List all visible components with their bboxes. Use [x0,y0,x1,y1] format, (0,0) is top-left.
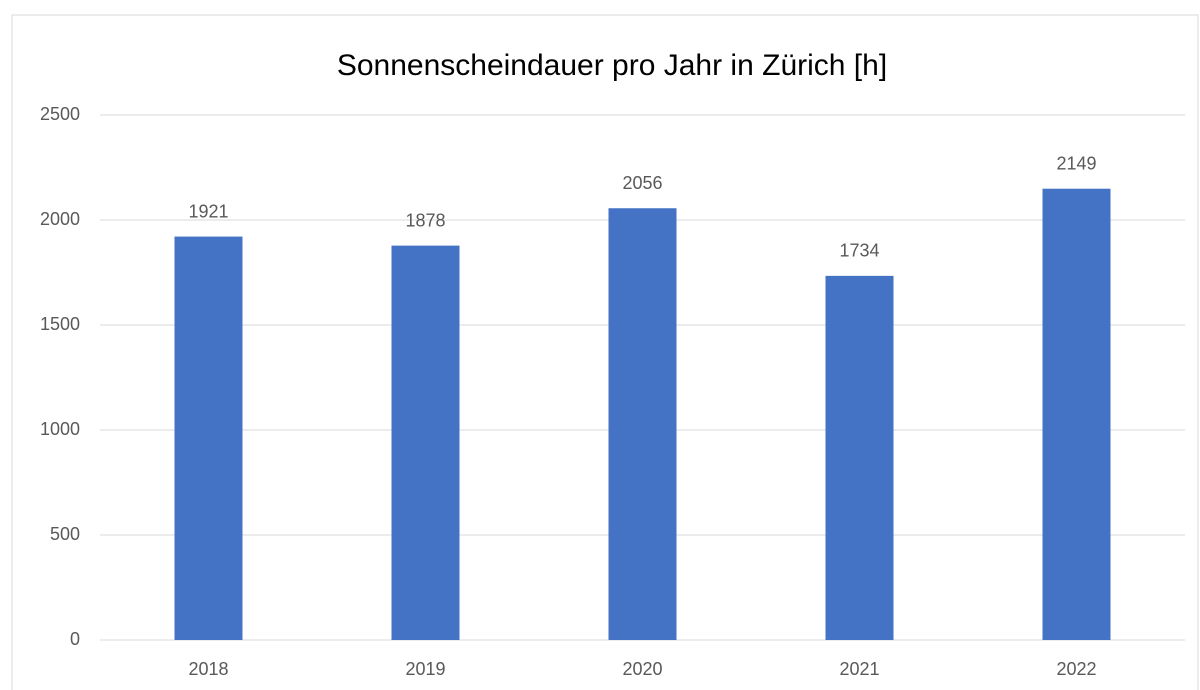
data-label: 1921 [188,201,228,221]
x-tick-label: 2020 [622,659,662,679]
x-tick-label: 2022 [1056,659,1096,679]
data-label: 1734 [839,241,879,261]
bar [1042,188,1111,640]
chart-title: Sonnenscheindauer pro Jahr in Zürich [h] [337,49,887,82]
bar [825,275,894,640]
y-tick-label: 1000 [40,419,80,439]
x-tick-label: 2019 [405,659,445,679]
y-tick-label: 500 [50,524,80,544]
x-tick-label: 2021 [839,659,879,679]
y-tick-label: 2500 [40,104,80,124]
bar [174,236,243,640]
y-tick-label: 2000 [40,209,80,229]
bar [608,208,677,641]
data-label: 1878 [405,210,445,230]
x-tick-label: 2018 [188,659,228,679]
y-tick-label: 0 [70,629,80,649]
data-label: 2149 [1056,153,1096,173]
bar [391,245,460,640]
data-label: 2056 [622,173,662,193]
y-tick-label: 1500 [40,314,80,334]
